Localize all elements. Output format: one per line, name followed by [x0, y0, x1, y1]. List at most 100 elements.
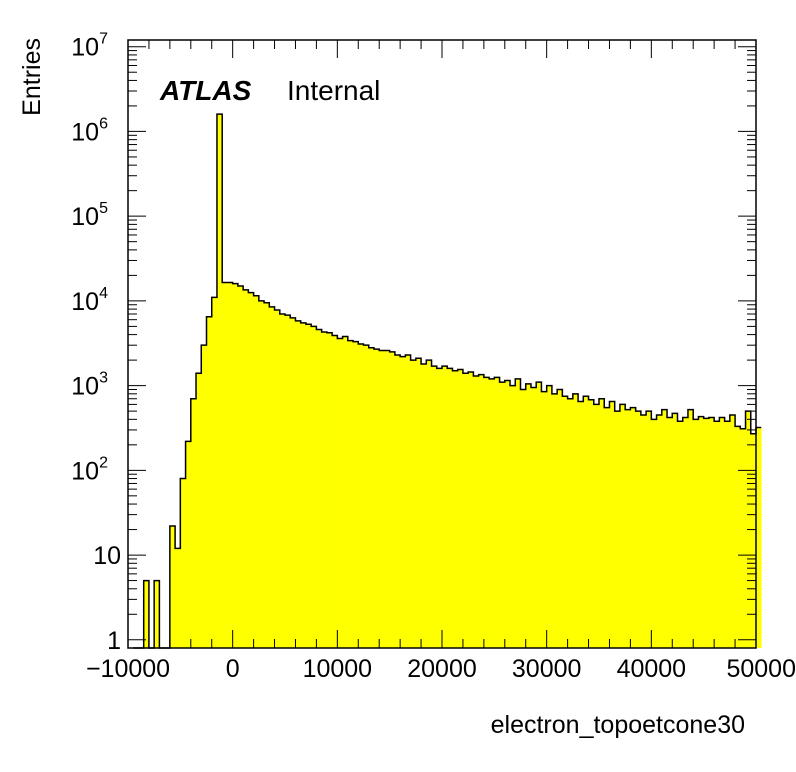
y-axis-title: Entries	[18, 38, 46, 116]
histogram-bar	[342, 336, 349, 648]
histogram-bars	[143, 114, 762, 648]
histogram-bar	[305, 324, 312, 648]
histogram-bar	[154, 580, 160, 648]
histogram-bar	[180, 478, 186, 648]
histogram-bar	[227, 282, 233, 648]
histogram-bar	[656, 414, 663, 648]
histogram-bar	[698, 416, 704, 648]
histogram-bar	[735, 426, 741, 648]
histogram-bar	[457, 369, 464, 648]
histogram-bar	[232, 283, 239, 648]
histogram-bar	[599, 398, 605, 648]
histogram-bar	[216, 114, 223, 648]
histogram-bar	[400, 356, 406, 648]
histogram-bar	[588, 399, 595, 648]
x-tick-label: 50000	[726, 655, 796, 683]
histogram-bar	[405, 354, 411, 648]
y-tick-label: 105	[71, 200, 108, 231]
histogram-bar	[714, 421, 720, 648]
histogram-bar	[373, 349, 380, 648]
y-axis-ticks	[128, 46, 756, 641]
histogram-bar	[510, 385, 516, 648]
histogram-bar	[452, 370, 458, 648]
histogram-bar	[394, 354, 401, 648]
histogram-bar	[687, 409, 694, 648]
y-tick-label: 107	[71, 31, 108, 62]
histogram-bar	[724, 421, 731, 648]
histogram-bar	[196, 373, 202, 648]
histogram-bar	[646, 411, 652, 648]
histogram-bar	[462, 373, 469, 648]
histogram-bar	[243, 289, 249, 648]
x-axis-ticks	[127, 40, 757, 648]
histogram-bar	[143, 580, 150, 648]
histogram-bar	[682, 417, 689, 648]
histogram-bar	[175, 548, 181, 648]
histogram-bar	[483, 377, 490, 648]
histogram-bar	[384, 350, 390, 648]
histogram-bar	[640, 414, 647, 648]
histogram-bar	[237, 285, 244, 648]
histogram-bar	[468, 371, 474, 648]
histogram-bar	[258, 300, 265, 648]
histogram-bar	[530, 387, 537, 648]
histogram-bar	[185, 441, 192, 648]
histogram-bar	[593, 404, 600, 648]
x-tick-label: −10000	[86, 655, 170, 683]
y-tick-label: 104	[71, 285, 108, 316]
x-tick-label: 40000	[617, 655, 687, 683]
y-tick-label: 106	[71, 115, 108, 146]
x-tick-label: 10000	[303, 655, 373, 683]
histogram-bar	[431, 366, 438, 648]
histogram-bar	[625, 409, 631, 648]
histogram-bar	[489, 378, 495, 648]
y-axis-tick-labels: 1 10 102 103 104 105 106 107	[71, 31, 121, 655]
histogram-bar	[708, 417, 715, 648]
histogram-bar	[326, 332, 333, 648]
histogram-bar	[347, 340, 354, 648]
histogram-bar	[562, 396, 568, 648]
histogram-bar	[201, 345, 207, 648]
histogram-bar	[415, 358, 422, 648]
histogram-bar	[190, 398, 197, 648]
histogram-bar	[672, 413, 678, 648]
atlas-label: ATLAS	[159, 75, 252, 106]
histogram-bar	[719, 417, 725, 648]
histogram-bar	[279, 314, 286, 648]
histogram-bar	[729, 414, 736, 648]
histogram-bar	[290, 317, 296, 648]
histogram-bar	[274, 310, 281, 648]
histogram-bar	[677, 421, 684, 648]
histogram-bar	[604, 407, 610, 648]
histogram-bar	[316, 329, 322, 648]
histogram-bar	[368, 347, 375, 648]
histogram-bar	[269, 306, 275, 648]
histogram-bar	[551, 393, 558, 648]
histogram-bar	[211, 297, 218, 648]
histogram-bar	[756, 427, 762, 648]
histogram-bar	[169, 526, 176, 648]
histogram-bar	[473, 375, 479, 648]
histogram-bar	[300, 322, 307, 648]
histogram-bar	[572, 393, 579, 648]
histogram-bar	[578, 401, 584, 648]
histogram-bar	[321, 331, 328, 648]
histogram-bar	[703, 418, 710, 648]
x-tick-label: 0	[226, 655, 240, 683]
histogram-bar	[693, 419, 699, 648]
histogram-bar	[447, 368, 453, 648]
histogram-bar	[253, 295, 260, 648]
histogram-bar	[515, 378, 521, 648]
histogram-bar	[311, 326, 317, 648]
histogram-bar	[536, 382, 542, 648]
x-tick-label: 20000	[407, 655, 477, 683]
histogram-bar	[332, 335, 338, 648]
histogram-bar	[478, 374, 485, 648]
y-tick-label: 1	[107, 627, 121, 655]
histogram-bar	[557, 389, 563, 648]
histogram-bar	[583, 396, 589, 648]
histogram-bar	[363, 345, 370, 648]
histogram-bar	[285, 315, 291, 648]
histogram-bar	[295, 320, 301, 648]
histogram-bar	[635, 411, 642, 648]
